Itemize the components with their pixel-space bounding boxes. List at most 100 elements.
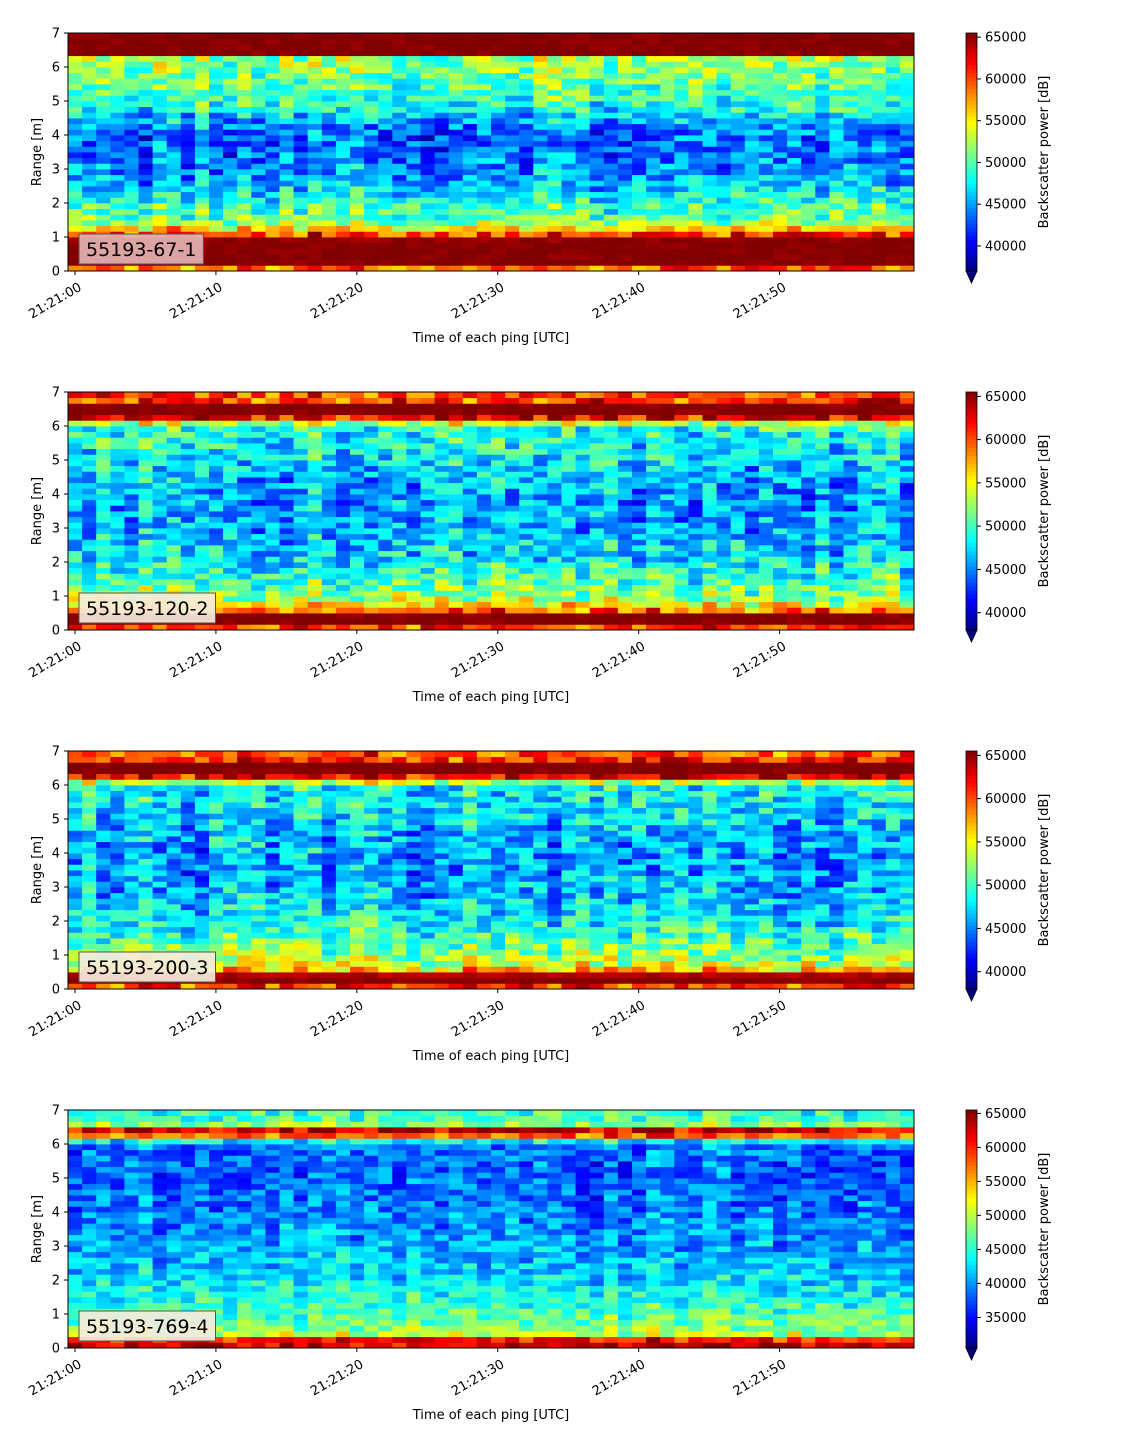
heatmap-cell [152,437,168,444]
heatmap-cell [885,129,901,136]
heatmap-cell [166,72,182,79]
heatmap-cell [378,499,393,506]
heatmap-cell [632,259,647,266]
heatmap-cell [899,237,915,244]
heatmap-cell [829,460,844,467]
heatmap-cell [364,522,379,529]
heatmap-cell [392,437,407,444]
heatmap-cell [533,231,548,238]
heatmap-cell [674,426,689,433]
heatmap-cell [716,556,732,563]
heatmap-cell [787,494,802,501]
heatmap-cell [632,146,647,153]
heatmap-cell [265,545,280,552]
heatmap-cell [744,545,760,552]
heatmap-cell [124,135,139,142]
heatmap-cell [829,397,844,404]
heatmap-cell [82,409,97,416]
heatmap-cell [251,482,266,489]
heatmap-cell [462,123,478,130]
heatmap-cell [871,197,887,204]
heatmap-cell [773,254,788,261]
heatmap-cell [434,392,450,399]
heatmap-cell [561,420,576,427]
heatmap-cell [773,242,788,249]
heatmap-cell [476,477,492,484]
heatmap-cell [223,78,238,85]
heatmap-cell [744,431,760,438]
heatmap-cell [265,67,280,74]
y-tick-label: 1 [52,231,60,246]
heatmap-cell [293,567,309,574]
heatmap-cell [166,426,182,433]
heatmap-cell [801,140,816,147]
heatmap-cell [843,533,858,540]
heatmap-cell [392,174,407,181]
heatmap-cell [434,437,450,444]
heatmap-cell [251,392,266,399]
heatmap-cell [251,567,266,574]
heatmap-cell [180,584,196,591]
heatmap-cell [617,265,633,272]
heatmap-cell [505,242,520,249]
heatmap-cell [688,550,703,557]
heatmap-cell [293,426,309,433]
colorbar-segment [966,92,977,97]
heatmap-cell [251,573,266,580]
heatmap-cell [632,242,647,249]
heatmap-cell [166,403,182,410]
heatmap-cell [617,101,633,108]
heatmap-cell [829,254,844,261]
heatmap-cell [801,443,816,450]
heatmap-cell [392,596,407,603]
heatmap-cell [857,89,873,96]
heatmap-cell [392,106,407,113]
heatmap-cell [660,197,675,204]
heatmap-cell [617,89,633,96]
heatmap-cell [279,186,294,193]
heatmap-cell [237,584,252,591]
heatmap-cell [632,624,647,631]
heatmap-cell [730,50,746,57]
heatmap-cell [505,186,520,193]
heatmap-cell [843,511,858,518]
heatmap-cell [744,180,760,187]
heatmap-cell [406,505,421,512]
heatmap-cell [533,220,548,227]
heatmap-cell [547,528,562,535]
heatmap-cell [646,203,661,210]
heatmap-cell [815,101,830,108]
heatmap-cell [547,61,562,68]
heatmap-cell [307,477,323,484]
heatmap-cell [646,431,661,438]
heatmap-cell [688,392,703,399]
x-tick-label: 21:21:10 [167,280,225,322]
heatmap-cell [392,140,407,147]
heatmap-cell [505,129,520,136]
axes-frame [67,32,915,272]
heatmap-cell [251,607,266,614]
heatmap-cell [265,499,280,506]
heatmap-cell [251,174,266,181]
heatmap-cell [223,214,238,221]
heatmap-cell [279,392,294,399]
heatmap-cell [223,265,238,272]
heatmap-cell [829,431,844,438]
heatmap-cell [575,618,591,625]
heatmap-cell [392,237,407,244]
heatmap-cell [392,613,407,620]
heatmap-cell [758,505,774,512]
heatmap-cell [209,101,224,108]
heatmap-cell [660,499,675,506]
heatmap-cell [110,562,125,569]
heatmap-cell [251,123,266,130]
heatmap-cell [505,157,520,164]
heatmap-cell [448,613,464,620]
heatmap-cell [589,499,605,506]
heatmap-cell [519,242,534,249]
heatmap-cell [660,437,675,444]
heatmap-cell [773,231,788,238]
heatmap-cell [265,163,280,170]
heatmap-cell [660,265,675,272]
heatmap-cell [335,112,351,119]
